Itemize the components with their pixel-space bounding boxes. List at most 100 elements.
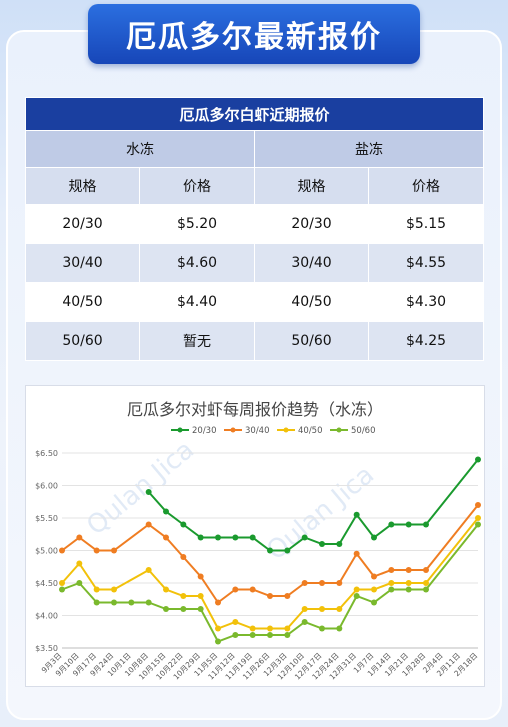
column-header: 价格 [139, 167, 255, 205]
data-point [197, 593, 204, 599]
data-point [353, 511, 360, 518]
data-point [405, 586, 412, 593]
table-row: 20/30 $5.20 20/30 $5.15 [25, 204, 485, 244]
data-point [93, 586, 100, 593]
data-point [232, 632, 239, 638]
data-point [93, 547, 100, 554]
data-point [163, 606, 169, 612]
data-point [336, 625, 343, 632]
table-cell: 40/50 [25, 282, 140, 322]
data-point [475, 515, 481, 521]
data-point [249, 632, 256, 638]
table-row: 50/60 暂无 50/60 $4.25 [25, 321, 485, 361]
data-point [301, 606, 308, 612]
table-cell: 50/60 [25, 321, 140, 361]
table-cell: 暂无 [139, 321, 255, 361]
data-point [353, 586, 360, 593]
data-point [319, 580, 325, 586]
y-tick-label: $5.00 [35, 547, 58, 556]
data-point [215, 534, 221, 541]
data-point [423, 586, 429, 593]
data-point [215, 625, 221, 632]
y-tick-label: $5.50 [35, 514, 58, 523]
legend-label: 40/50 [298, 426, 323, 436]
data-point [423, 521, 429, 528]
data-point [180, 521, 187, 528]
page-title-banner: 厄瓜多尔最新报价 [88, 4, 420, 64]
legend-marker [230, 427, 236, 433]
data-point [145, 521, 152, 528]
data-point [145, 489, 152, 495]
legend-marker [336, 427, 342, 433]
legend-marker [177, 427, 183, 433]
data-point [388, 521, 395, 528]
table-cell: 20/30 [25, 204, 140, 244]
data-point [405, 521, 412, 528]
table-title: 厄瓜多尔白虾近期报价 [24, 97, 485, 131]
chart-title: 厄瓜多尔对虾每周报价趋势（水冻） [127, 400, 383, 419]
data-point [371, 573, 377, 580]
data-point [388, 567, 395, 573]
price-table: 厄瓜多尔白虾近期报价 水冻 盐冻 规格 价格 规格 价格 20/30 $5.20… [24, 97, 485, 361]
data-point [197, 534, 204, 541]
legend-label: 20/30 [192, 426, 217, 436]
data-point [59, 586, 65, 593]
table-cell: 30/40 [25, 243, 140, 283]
y-tick-label: $4.50 [35, 579, 58, 588]
data-point [145, 567, 152, 573]
table-cell: $5.20 [139, 204, 255, 244]
table-cell: 50/60 [254, 321, 369, 361]
table-header-row: 规格 价格 规格 价格 [25, 167, 485, 205]
table-cell: $4.55 [367, 243, 485, 283]
data-point [232, 534, 239, 541]
data-point [475, 521, 481, 528]
table-title-row: 厄瓜多尔白虾近期报价 [24, 97, 485, 131]
y-tick-label: $3.50 [35, 644, 58, 653]
table-cell: $4.25 [367, 321, 485, 361]
data-point [76, 534, 83, 541]
data-point [249, 534, 256, 541]
data-point [336, 580, 343, 586]
data-point [215, 599, 221, 606]
data-point [284, 547, 291, 554]
data-point [197, 573, 204, 580]
data-point [232, 586, 239, 593]
data-point [249, 625, 256, 632]
data-point [232, 619, 239, 625]
y-tick-label: $4.00 [35, 612, 58, 621]
data-point [284, 593, 291, 599]
series-line [61, 517, 479, 630]
column-header: 规格 [25, 167, 140, 205]
data-point [76, 560, 83, 567]
data-point [336, 606, 343, 612]
data-point [267, 547, 273, 554]
column-header: 规格 [254, 167, 369, 205]
data-point [76, 580, 83, 586]
data-point [111, 547, 117, 554]
data-point [163, 508, 169, 515]
legend-marker [283, 427, 289, 433]
group-salt-frozen: 盐冻 [253, 130, 485, 168]
table-cell: $4.40 [139, 282, 255, 322]
data-point [59, 580, 65, 586]
data-point [475, 502, 481, 508]
data-point [180, 593, 187, 599]
table-cell: $4.30 [367, 282, 485, 322]
data-point [371, 599, 377, 606]
group-water-frozen: 水冻 [25, 130, 255, 168]
data-point [475, 456, 481, 463]
table-cell: 30/40 [254, 243, 369, 283]
data-point [128, 599, 135, 606]
data-point [163, 534, 169, 541]
data-point [284, 632, 291, 638]
data-point [405, 567, 412, 573]
data-point [163, 586, 169, 593]
data-point [93, 599, 100, 606]
table-cell: $5.15 [367, 204, 485, 244]
legend-label: 50/60 [351, 426, 376, 436]
data-point [215, 638, 221, 645]
data-point [423, 567, 429, 573]
data-point [145, 599, 152, 606]
data-point [180, 554, 187, 560]
table-group-row: 水冻 盐冻 [25, 130, 485, 168]
